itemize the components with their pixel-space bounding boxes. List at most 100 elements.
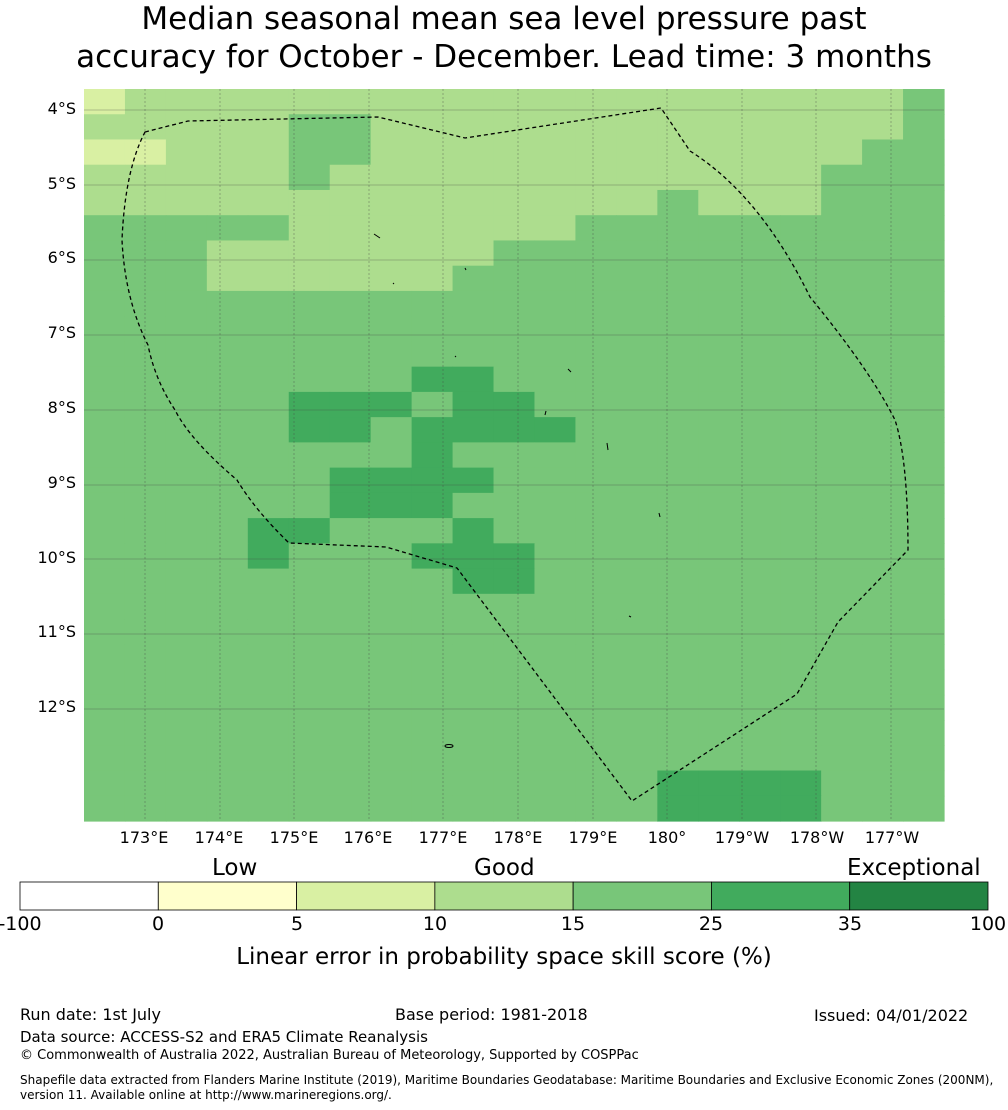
grid-cell [165,240,208,267]
grid-cell [739,164,781,191]
grid-cell [124,720,167,746]
grid-cell [411,164,454,191]
grid-cell [206,492,249,519]
lat-label: 7°S [47,323,76,342]
grid-cell [288,366,331,393]
grid-cell [657,189,699,216]
grid-cell [247,417,290,443]
grid-cell [657,391,699,418]
colorbar-segment [711,881,851,911]
grid-cell [84,290,126,317]
grid-cell [698,467,740,494]
grid-cell [862,795,904,822]
grid-cell [821,745,863,772]
grid-cell [84,265,126,292]
grid-cell [124,215,167,242]
grid-cell [493,341,536,368]
grid-cell [452,593,495,620]
grid-cell [780,795,822,822]
grid-cell [370,568,413,595]
grid-cell [124,492,167,519]
grid-cell [821,417,863,443]
grid-cell [821,114,863,141]
grid-cell [493,442,536,469]
grid-cell [165,492,208,519]
grid-cell [534,492,577,519]
grid-cell [698,316,740,343]
grid-cell [903,341,945,368]
grid-cell [739,114,781,141]
lon-label: 178°W [789,828,845,847]
grid-cell [84,442,126,469]
grid-cell [206,265,249,292]
grid-cell [247,619,290,645]
grid-cell [206,745,249,772]
grid-cell [821,720,863,746]
grid-cell [452,366,495,393]
grid-cell [616,694,658,721]
grid-cell [903,164,945,191]
grid-cell [288,341,331,368]
grid-cell [698,644,740,671]
grid-cell [206,644,249,671]
grid-cell [821,543,863,570]
grid-cell [411,770,454,797]
grid-cell [903,467,945,494]
grid-cell [329,240,372,267]
grid-cell [288,316,331,343]
grid-cell [780,694,822,721]
grid-cell [862,568,904,595]
grid-cell [84,89,126,115]
grid-cell [247,518,290,544]
grid-cell [370,164,413,191]
grid-cell [124,795,167,822]
grid-cell [370,417,413,443]
island [454,355,457,358]
grid-cell [903,492,945,519]
grid-cell [493,366,536,393]
grid-cell [862,770,904,797]
grid-cell [411,669,454,696]
grid-cell [780,492,822,519]
grid-cell [288,492,331,519]
grid-cell [493,215,536,242]
grid-cell [288,644,331,671]
grid-cell [575,189,617,216]
grid-cell [370,341,413,368]
grid-cell [452,720,495,746]
lat-label: 11°S [37,622,76,641]
grid-cell [165,341,208,368]
grid-cell [534,543,577,570]
grid-cell [657,89,699,115]
grid-cell [698,89,740,115]
grid-cell [821,240,863,267]
grid-cell [84,644,126,671]
grid-cell [493,619,536,645]
grid-cell [780,391,822,418]
grid-cell [862,492,904,519]
title-line-2: accuracy for October - December. Lead ti… [76,39,932,75]
grid-cell [493,417,536,443]
grid-cell [780,215,822,242]
grid-cell [821,644,863,671]
grid-cell [329,316,372,343]
grid-cell [862,139,904,166]
grid-cell [206,518,249,544]
grid-cell [575,543,617,570]
grid-cell [698,164,740,191]
grid-cell [534,215,577,242]
grid-cell [84,240,126,267]
grid-cell [165,795,208,822]
grid-cell [903,366,945,393]
grid-cell [780,139,822,166]
grid-cell [739,795,781,822]
grid-cell [206,417,249,443]
grid-cell [124,240,167,267]
grid-cell [739,341,781,368]
grid-cell [821,694,863,721]
grid-cell [862,619,904,645]
lon-label: 179°E [568,828,618,847]
grid-cell [247,189,290,216]
grid-cell [862,215,904,242]
grid-cell [370,770,413,797]
